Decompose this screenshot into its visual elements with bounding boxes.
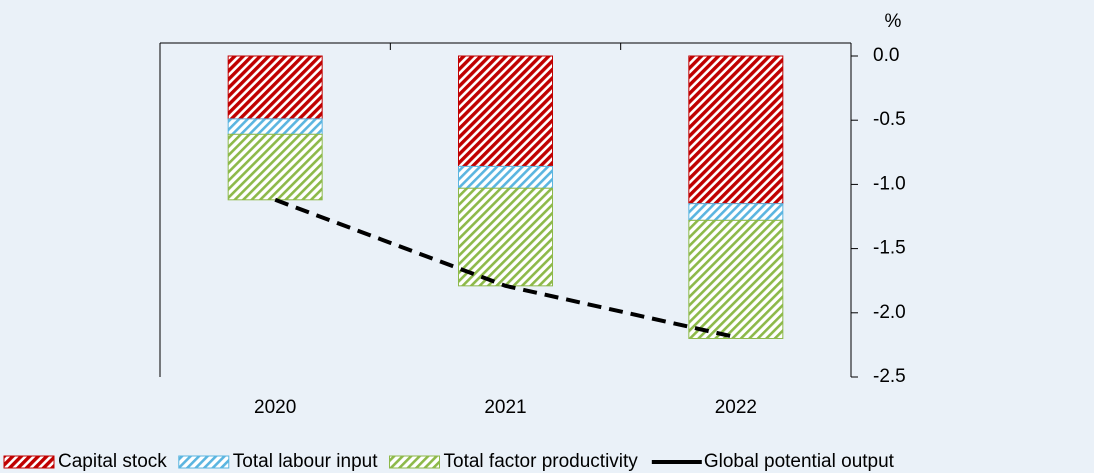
- y-tick-label: -1.5: [873, 238, 906, 259]
- x-tick-label: 2020: [254, 397, 296, 418]
- y-tick-label: -2.5: [873, 366, 906, 387]
- bar-segment: [458, 165, 553, 189]
- bar-segment: [458, 55, 553, 167]
- bar-segment: [688, 55, 784, 205]
- bar-segment: [688, 203, 784, 221]
- x-tick-label: 2022: [715, 397, 757, 418]
- legend-swatch: [178, 455, 230, 469]
- y-tick-label: 0.0: [873, 45, 899, 66]
- bar-segment: [227, 133, 323, 201]
- line-series: [274, 197, 737, 340]
- y-tick-label: -2.0: [873, 302, 906, 323]
- legend-label: Global potential output: [704, 451, 895, 472]
- y-unit: %: [885, 11, 902, 32]
- legend-swatch: [3, 455, 55, 469]
- bar-segment: [458, 187, 553, 287]
- y-tick-label: -0.5: [873, 109, 906, 130]
- y-tick-label: -1.0: [873, 173, 906, 194]
- legend-swatch: [389, 455, 440, 469]
- bar-segment: [227, 118, 323, 135]
- legend-label: Capital stock: [58, 451, 167, 472]
- legend-label: Total factor productivity: [444, 451, 639, 472]
- legend-label: Total labour input: [233, 451, 378, 472]
- bar-segment: [227, 55, 323, 120]
- x-tick-label: 2021: [484, 397, 526, 418]
- bar-segment: [688, 219, 784, 339]
